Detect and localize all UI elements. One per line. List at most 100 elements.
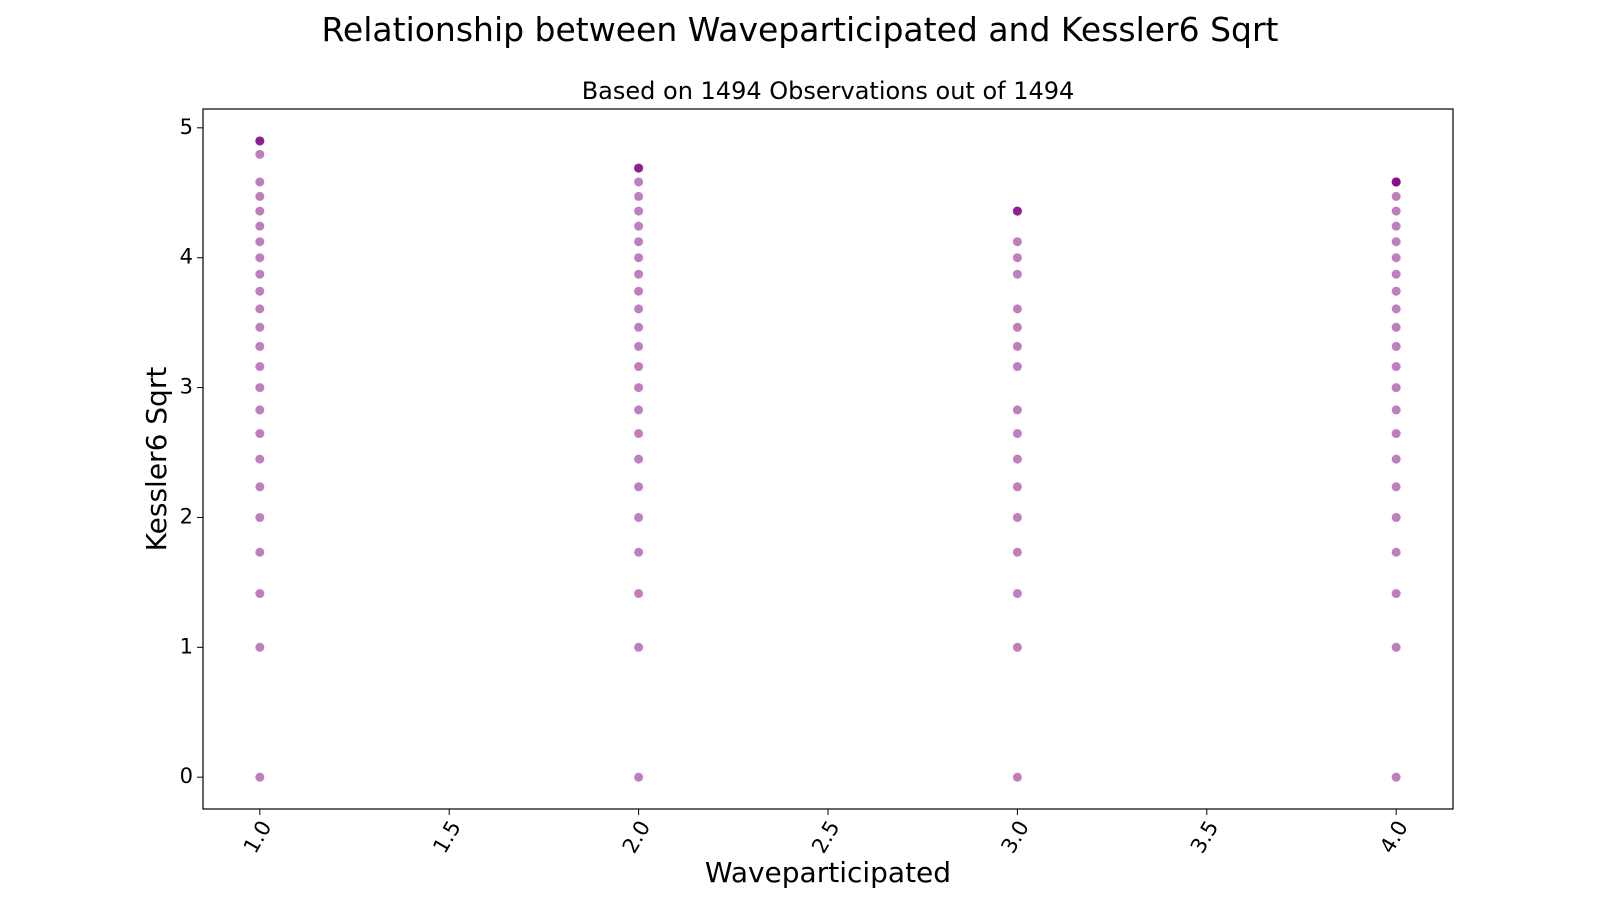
data-point (255, 642, 265, 652)
data-point (1391, 482, 1401, 492)
y-tick-label: 5 (180, 115, 193, 139)
data-point (1391, 206, 1401, 216)
data-point (255, 429, 265, 439)
data-point (1391, 237, 1401, 247)
data-point (634, 269, 644, 279)
data-point (1391, 405, 1401, 415)
data-point (255, 589, 265, 599)
plot-area-frame (202, 108, 1454, 810)
data-point (1391, 772, 1401, 782)
data-point (1391, 269, 1401, 279)
data-point (1012, 512, 1022, 522)
data-point (1012, 547, 1022, 557)
data-point (634, 589, 644, 599)
y-axis-ticks: 0 1 2 3 4 5 (180, 115, 203, 788)
chart-subtitle: Based on 1494 Observations out of 1494 (582, 77, 1075, 105)
data-point (1012, 237, 1022, 247)
data-point (1391, 286, 1401, 296)
y-axis-label: Kessler6 Sqrt (140, 367, 173, 552)
data-point (255, 286, 265, 296)
data-point (634, 322, 644, 332)
data-point (255, 206, 265, 216)
x-axis-ticks: 1.0 1.5 2.0 2.5 3.0 3.5 4.0 (239, 809, 1413, 857)
data-point (634, 454, 644, 464)
data-point (1391, 221, 1401, 231)
data-point (634, 482, 644, 492)
data-point (255, 149, 265, 159)
x-tick-label: 2.0 (618, 817, 655, 858)
x-tick-label: 2.5 (807, 817, 844, 858)
data-point (255, 454, 265, 464)
data-point (255, 269, 265, 279)
data-point (634, 286, 644, 296)
data-point (255, 362, 265, 372)
data-point (255, 383, 265, 393)
data-point (1012, 362, 1022, 372)
x-tick-label: 3.5 (1186, 817, 1223, 858)
data-points (255, 136, 1401, 782)
y-tick-label: 2 (180, 504, 193, 528)
data-point (255, 772, 265, 782)
data-point (634, 642, 644, 652)
data-point (1391, 642, 1401, 652)
chart-title: Relationship between Waveparticipated an… (321, 10, 1279, 49)
x-tick-label: 1.0 (239, 817, 276, 858)
data-point (634, 237, 644, 247)
data-point (634, 253, 644, 263)
data-point (1012, 482, 1022, 492)
data-point (255, 191, 265, 201)
data-point (634, 512, 644, 522)
data-point (1012, 642, 1022, 652)
data-point (1012, 269, 1022, 279)
data-point (634, 304, 644, 314)
data-point (1391, 547, 1401, 557)
data-point (634, 341, 644, 351)
data-point (1012, 405, 1022, 415)
data-point (255, 341, 265, 351)
data-point (634, 429, 644, 439)
data-point (255, 405, 265, 415)
data-point (1012, 454, 1022, 464)
data-point (1391, 177, 1401, 187)
data-point (1012, 429, 1022, 439)
data-point (634, 362, 644, 372)
data-point (1391, 589, 1401, 599)
data-point (255, 482, 265, 492)
data-point (1012, 304, 1022, 314)
y-tick-label: 4 (180, 245, 193, 269)
data-point (1391, 322, 1401, 332)
data-point (634, 177, 644, 187)
data-point (1012, 341, 1022, 351)
data-point (255, 512, 265, 522)
x-tick-label: 3.0 (996, 817, 1033, 858)
data-point (1012, 772, 1022, 782)
data-point (1391, 512, 1401, 522)
data-point (1012, 589, 1022, 599)
data-point (634, 163, 644, 173)
data-point (634, 547, 644, 557)
data-point (1391, 383, 1401, 393)
y-tick-label: 1 (180, 634, 193, 658)
x-tick-label: 1.5 (428, 817, 465, 858)
data-point (634, 221, 644, 231)
data-point (255, 547, 265, 557)
data-point (634, 772, 644, 782)
data-point (634, 383, 644, 393)
data-point (255, 322, 265, 332)
data-point (1012, 253, 1022, 263)
data-point (1391, 253, 1401, 263)
data-point (1391, 341, 1401, 351)
x-tick-label: 4.0 (1375, 817, 1412, 858)
y-tick-label: 3 (180, 375, 193, 399)
data-point (255, 304, 265, 314)
data-point (255, 237, 265, 247)
data-point (255, 177, 265, 187)
data-point (1012, 206, 1022, 216)
data-point (255, 253, 265, 263)
data-point (1391, 454, 1401, 464)
y-tick-label: 0 (180, 764, 193, 788)
data-point (634, 191, 644, 201)
data-point (1391, 191, 1401, 201)
data-point (1391, 362, 1401, 372)
